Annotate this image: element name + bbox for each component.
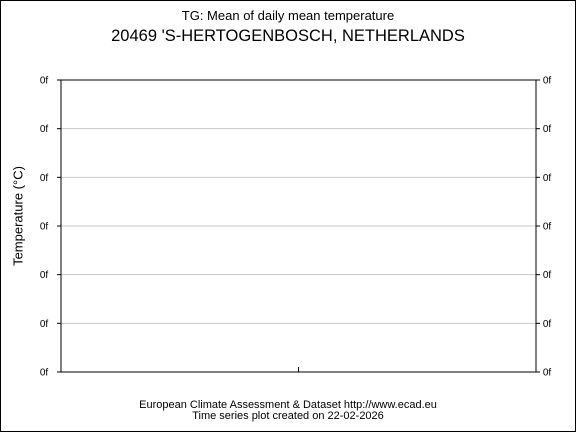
y-tick-label-right: 0f: [543, 270, 552, 281]
y-tick-label-right: 0f: [543, 368, 552, 379]
y-tick-label-right: 0f: [543, 173, 552, 184]
y-tick-label-right: 0f: [543, 124, 552, 135]
y-tick-label-left: 0f: [40, 124, 49, 135]
footer-credit: European Climate Assessment & Dataset ht…: [139, 399, 437, 411]
chart-title: TG: Mean of daily mean temperature: [181, 8, 395, 23]
y-tick-label-left: 0f: [40, 173, 49, 184]
y-tick-label-right: 0f: [543, 222, 552, 233]
y-tick-label-left: 0f: [40, 368, 49, 379]
y-tick-label-left: 0f: [40, 76, 49, 87]
chart-subtitle: 20469 'S-HERTOGENBOSCH, NETHERLANDS: [111, 27, 465, 45]
y-tick-label-left: 0f: [40, 222, 49, 233]
y-tick-label-left: 0f: [40, 319, 49, 330]
y-tick-label-right: 0f: [543, 76, 552, 87]
y-tick-label-left: 0f: [40, 270, 49, 281]
footer-created-date: Time series plot created on 22-02-2026: [192, 410, 384, 422]
y-tick-label-right: 0f: [543, 319, 552, 330]
